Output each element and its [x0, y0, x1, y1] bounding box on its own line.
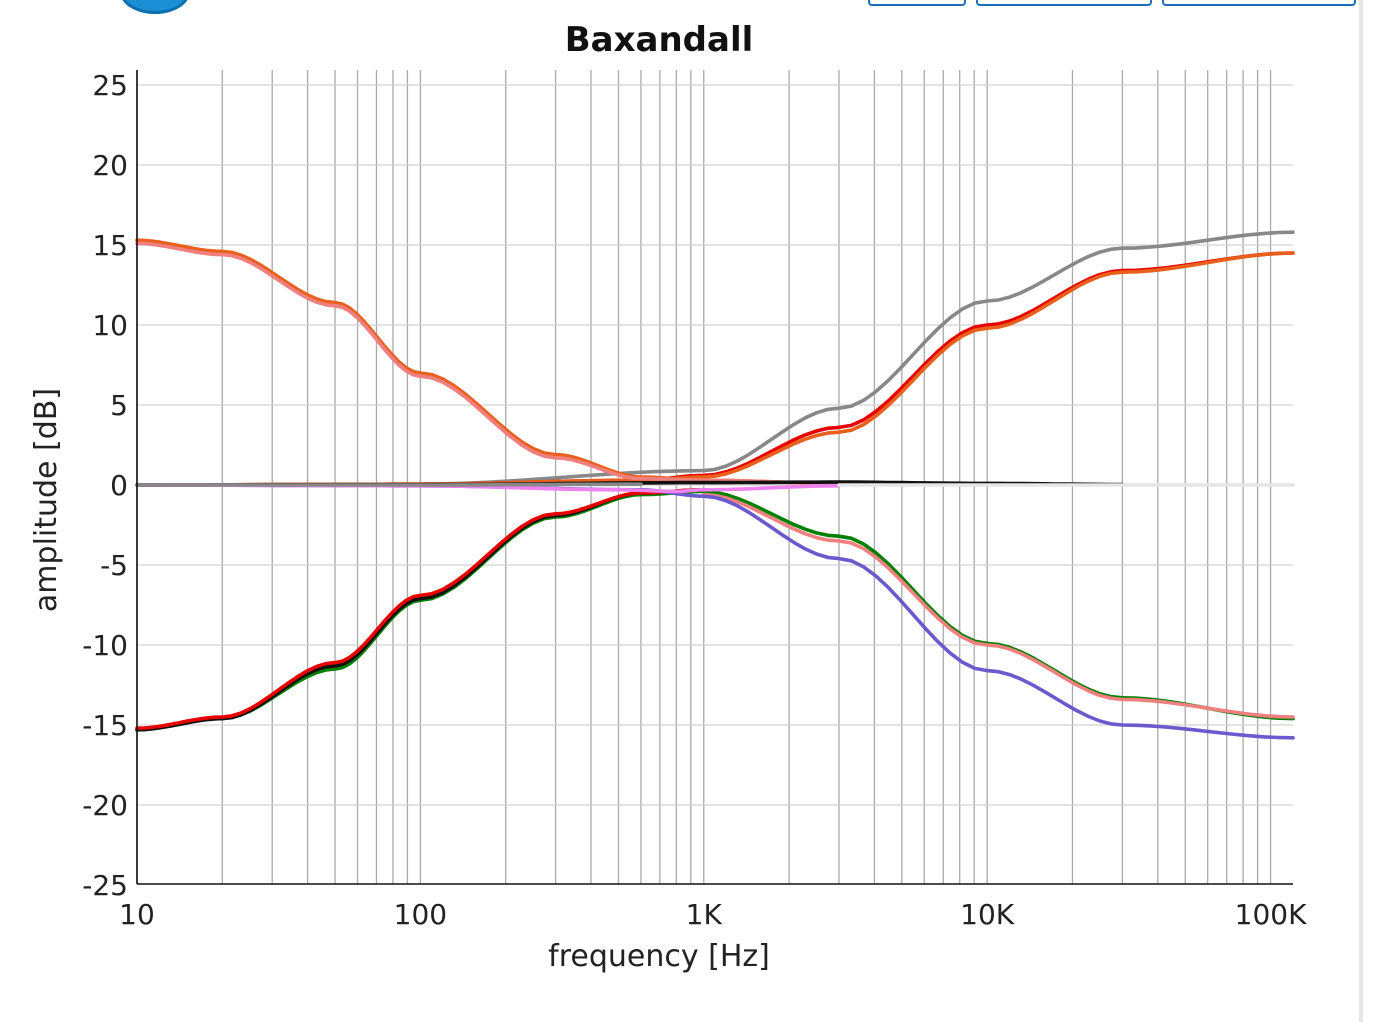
series-line-5 [135, 241, 841, 486]
series-line-6 [135, 489, 1295, 732]
y-tick-label: -20 [82, 789, 128, 822]
tick-labels: 10 100 1K 10K 100K 25 20 15 10 5 0 -5 -10 -15 -20 -25 [82, 69, 1307, 931]
x-tick-label: 1K [686, 898, 723, 931]
y-tick-label: 15 [92, 229, 128, 262]
grid [136, 70, 1293, 884]
x-tick-label: 10K [960, 898, 1015, 931]
y-tick-label: 0 [110, 469, 128, 502]
x-axis-label: frequency [Hz] [548, 939, 770, 974]
page-header [0, 0, 1396, 14]
series-line-2 [135, 251, 1295, 487]
series-line-9 [702, 492, 1295, 719]
y-axis-label: amplitude [dB] [29, 388, 64, 612]
x-tick-label: 10 [119, 898, 155, 931]
y-tick-label: -25 [82, 869, 128, 902]
scrollbar-track[interactable] [1359, 0, 1363, 1022]
series-line-14 [135, 482, 643, 487]
axes [136, 70, 1293, 885]
y-tick-label: -15 [82, 709, 128, 742]
series-line-8 [135, 488, 706, 730]
y-tick-label: -10 [82, 629, 128, 662]
header-button-1[interactable] [868, 0, 966, 6]
chart-title: Baxandall [565, 20, 754, 60]
y-tick-label: 10 [92, 309, 128, 342]
y-tick-label: 5 [110, 389, 128, 422]
header-button-2[interactable] [976, 0, 1152, 6]
y-tick-label: -5 [100, 549, 128, 582]
series-line-4 [135, 238, 841, 486]
y-tick-label: 25 [92, 69, 128, 102]
series-line-3 [135, 251, 1295, 487]
x-tick-label: 100 [394, 898, 447, 931]
series-group [135, 230, 1295, 740]
y-tick-label: 20 [92, 149, 128, 182]
x-tick-label: 100K [1235, 898, 1307, 931]
header-button-3[interactable] [1162, 0, 1356, 6]
